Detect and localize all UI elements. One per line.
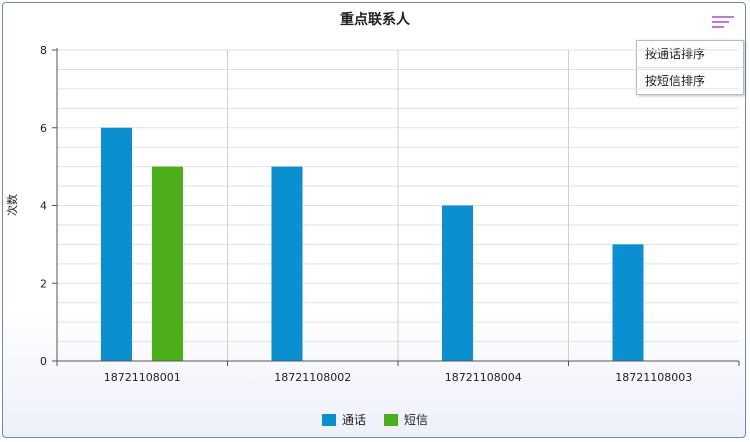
- bar-sms: [152, 166, 183, 361]
- legend-item-sms[interactable]: 短信: [384, 411, 428, 428]
- y-tick-label: 6: [40, 122, 47, 135]
- legend-swatch-sms: [384, 413, 398, 426]
- legend-swatch-call: [321, 413, 336, 426]
- bar-call: [612, 244, 644, 361]
- legend-label-call: 通话: [341, 413, 366, 427]
- bar-call: [101, 127, 132, 361]
- legend: 通话 短信: [0, 411, 750, 428]
- x-tick-label: 18721108003: [615, 371, 692, 384]
- x-tick-label: 18721108001: [104, 371, 181, 384]
- y-tick-label: 8: [40, 44, 47, 57]
- x-tick-label: 18721108002: [274, 371, 351, 384]
- y-tick-label: 0: [40, 355, 47, 368]
- legend-item-call[interactable]: 通话: [321, 411, 366, 428]
- bars: [101, 127, 644, 361]
- y-tick-label: 2: [40, 277, 47, 290]
- axes: 0 2 4 6 8 18721108001 18721108002 18721108004 18…: [40, 44, 740, 384]
- chart-title: 重点联系人: [340, 12, 410, 28]
- sort-by-sms-menu-item[interactable]: 按短信排序: [645, 74, 706, 88]
- bar-call: [271, 166, 303, 361]
- y-tick-label: 4: [40, 200, 47, 213]
- bar-call: [442, 205, 473, 361]
- x-tick-label: 18721108004: [445, 371, 522, 384]
- legend-label-sms: 短信: [404, 413, 429, 427]
- hamburger-menu-icon[interactable]: [712, 15, 736, 31]
- y-axis-label: 次数: [5, 194, 19, 216]
